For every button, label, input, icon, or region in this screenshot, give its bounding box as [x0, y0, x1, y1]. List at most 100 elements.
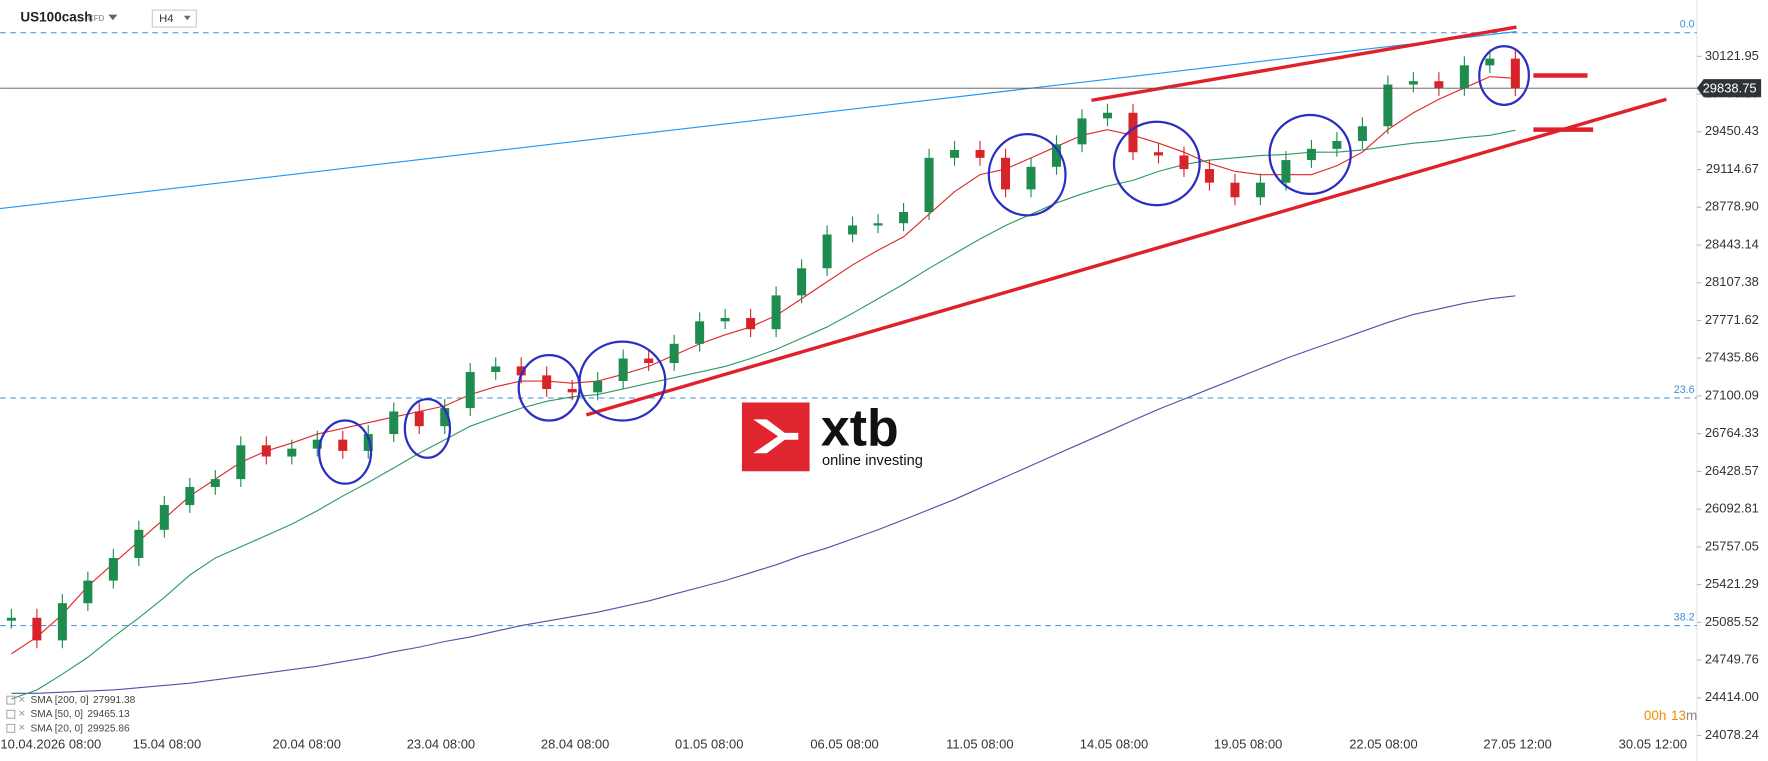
y-tick-label: 28443.14 [1705, 236, 1759, 251]
candle-body [338, 439, 348, 451]
x-tick-label: 01.05 08:00 [675, 737, 743, 752]
candle-body [516, 366, 526, 376]
x-tick-label: 19.05 08:00 [1214, 737, 1282, 752]
x-tick-label: 11.05 08:00 [946, 737, 1013, 752]
y-tick-label: 26428.57 [1705, 463, 1759, 478]
timeframe[interactable]: H4 [159, 13, 173, 25]
candle-body [363, 434, 373, 451]
tagline: online investing [822, 453, 923, 469]
sma-line [11, 295, 1516, 694]
candle-body [899, 211, 909, 224]
y-tick-label: 25085.52 [1705, 614, 1759, 629]
candle-body [848, 225, 858, 235]
dropdown-caret[interactable] [183, 15, 191, 21]
candle-body [695, 321, 705, 344]
legend-close: ✕ [18, 694, 26, 704]
candle-body [1510, 58, 1520, 89]
y-tick-label: 24414.00 [1705, 689, 1759, 704]
y-tick-label: 28778.90 [1705, 199, 1759, 214]
highlight-circle [1112, 120, 1201, 207]
legend-value: 29465.13 [87, 709, 130, 720]
candle-body [1001, 157, 1011, 190]
candle-body [414, 411, 424, 427]
candle-body [567, 388, 577, 393]
dropdown-caret[interactable] [108, 14, 118, 21]
x-tick-label: 20.04 08:00 [273, 737, 341, 752]
price-label-box [1696, 79, 1762, 98]
legend-value: 29925.86 [87, 723, 130, 734]
candle-body [57, 603, 67, 641]
y-tick-label: 27771.62 [1705, 312, 1759, 327]
symbol[interactable]: US100cash [20, 10, 92, 25]
legend-icon [6, 723, 16, 733]
candle-body [618, 358, 628, 382]
candle-body [1255, 182, 1265, 198]
fib-label: 0.0 [1680, 19, 1695, 31]
y-tick-label: 26092.81 [1705, 501, 1759, 516]
timeframe-box[interactable] [151, 9, 197, 28]
x-tick-label: 28.04 08:00 [541, 737, 609, 752]
candle-body [134, 529, 144, 559]
x-tick-label: 10.04.2026 08:00 [0, 737, 101, 752]
y-tick-label: 27435.86 [1705, 350, 1759, 365]
candle-body [159, 505, 169, 530]
candle-body [1204, 169, 1214, 183]
wedge-lower [585, 97, 1667, 417]
candle-body [465, 372, 475, 409]
legend-name: SMA [200, 0] [31, 695, 89, 706]
y-tick-label: 26764.33 [1705, 425, 1759, 440]
candle-body [1408, 81, 1418, 85]
candle-body [1459, 65, 1469, 88]
candle-body [389, 411, 399, 435]
x-tick-label: 30.05 12:00 [1619, 737, 1687, 752]
instrument-type: CFD [88, 14, 104, 23]
candle-body [1357, 126, 1367, 141]
candle-body [720, 317, 730, 322]
front-layer: 29838.75 ✕ SMA [200, 0] 27991.38 ✕ SMA [50, 0… [0, 79, 1762, 734]
candle-body [1153, 152, 1163, 156]
candle-body [1281, 160, 1291, 183]
candle-body [1026, 166, 1036, 190]
trend-line [0, 31, 1517, 210]
timer-unit: m [1686, 707, 1697, 722]
x-tick-label: 14.05 08:00 [1080, 737, 1148, 752]
candle-body [1128, 112, 1138, 153]
candle-body [83, 580, 93, 604]
y-tick-label: 28107.38 [1705, 274, 1759, 289]
candle-body [491, 366, 501, 373]
y-tick-label: 25421.29 [1705, 576, 1759, 591]
legend-icon [6, 709, 16, 719]
fib-label: 38.2 [1674, 612, 1695, 624]
legend-entry: SMA [50, 0] 29465.13 [31, 709, 130, 720]
candle-body [644, 358, 654, 364]
candle-body [1306, 148, 1316, 161]
candle-body [1077, 118, 1087, 145]
candle-body [1332, 140, 1342, 149]
y-tick-label: 30121.95 [1705, 48, 1759, 63]
candle-body [1485, 58, 1495, 66]
legend-entry: SMA [20, 0] 29925.86 [31, 723, 130, 734]
x-tick-label: 23.04 08:00 [407, 737, 475, 752]
logo-box [741, 402, 810, 472]
candle-body [312, 439, 322, 449]
legend-icon [6, 695, 16, 705]
current-price-label: 29838.75 [1703, 81, 1757, 96]
y-tick-label: 24078.24 [1705, 727, 1759, 742]
candle-body [746, 317, 756, 330]
legend-close: ✕ [18, 723, 26, 733]
highlight-circle [403, 397, 452, 459]
candle-body [287, 448, 297, 457]
candle-body [797, 268, 807, 296]
wedge-upper [1091, 25, 1517, 103]
candle-body [593, 381, 603, 393]
logo-mark [753, 419, 799, 454]
candle-body [1179, 155, 1189, 170]
y-tick-label: 27100.09 [1705, 387, 1759, 402]
candle-body [1434, 81, 1444, 88]
legend-close: ✕ [18, 709, 26, 719]
candle-body [32, 617, 42, 641]
x-tick-label: 15.04 08:00 [133, 737, 201, 752]
